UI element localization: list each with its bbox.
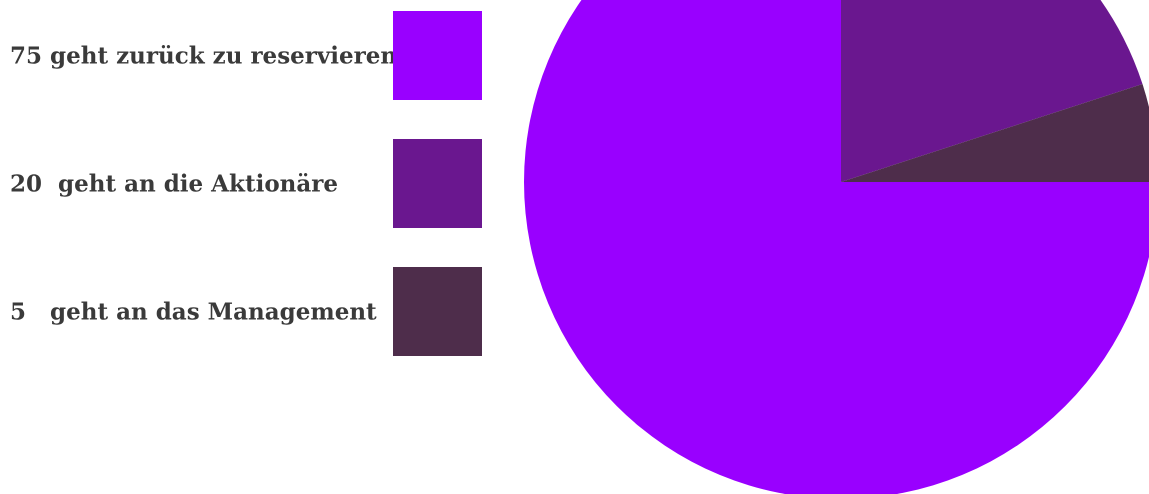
- legend-label-2: 5 geht an das Management: [10, 298, 377, 326]
- legend-swatch-2: [393, 267, 482, 356]
- legend: 75 geht zurück zu reservieren 20 geht an…: [0, 0, 520, 494]
- pie-slice-1: [841, 0, 1143, 182]
- legend-item-0: 75 geht zurück zu reservieren: [0, 11, 500, 101]
- pie-slice-0: [524, 0, 1149, 494]
- legend-label-1: 20 geht an die Aktionäre: [10, 170, 339, 198]
- legend-swatch-0: [393, 11, 482, 100]
- legend-item-2: 5 geht an das Management: [0, 267, 500, 357]
- legend-swatch-1: [393, 139, 482, 228]
- legend-item-1: 20 geht an die Aktionäre: [0, 139, 500, 229]
- legend-label-0: 75 geht zurück zu reservieren: [10, 42, 398, 70]
- pie-slice-2: [841, 84, 1149, 182]
